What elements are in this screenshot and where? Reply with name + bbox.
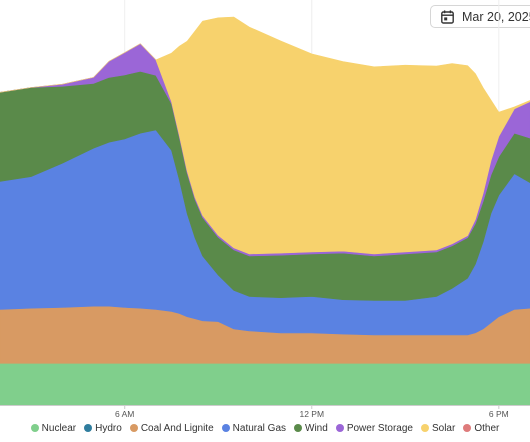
area-solar — [0, 16, 530, 255]
legend-item-solar[interactable]: Solar — [420, 422, 456, 434]
legend-swatch — [129, 424, 138, 432]
legend-label: Other — [474, 422, 500, 434]
x-tick-label: 6 AM — [115, 409, 134, 419]
legend-item-coal-and-lignite[interactable]: Coal And Lignite — [129, 422, 214, 434]
calendar-icon — [441, 9, 454, 24]
stacked-area-chart: 6 AM 12 PM 6 PM — [0, 0, 530, 419]
legend-item-nuclear[interactable]: Nuclear — [30, 422, 77, 434]
x-tick-label: 12 PM — [299, 409, 324, 419]
legend-item-hydro[interactable]: Hydro — [84, 423, 122, 434]
legend-label: Solar — [431, 422, 456, 434]
x-axis: 6 AM 12 PM 6 PM — [0, 405, 530, 419]
legend-label: Wind — [305, 422, 328, 434]
legend-label: Coal And Lignite — [140, 422, 214, 434]
date-picker-label: Mar 20, 2025 — [462, 9, 530, 24]
legend-swatch — [335, 424, 344, 432]
area-series — [0, 16, 530, 406]
x-tick-label: 6 PM — [489, 409, 509, 419]
legend-swatch — [294, 424, 303, 432]
legend-label: Nuclear — [41, 422, 77, 434]
legend-swatch — [30, 424, 39, 432]
legend-swatch — [420, 424, 429, 432]
legend-swatch — [221, 424, 230, 432]
legend-label: Power Storage — [346, 422, 413, 434]
legend-item-other[interactable]: Other — [463, 423, 499, 434]
legend-label: Hydro — [95, 422, 122, 434]
legend-swatch — [463, 424, 472, 432]
area-nuclear — [0, 363, 530, 406]
legend-item-power-storage[interactable]: Power Storage — [335, 422, 413, 434]
chart-legend: Nuclear Hydro Coal And Lignite Natural Gas W… — [0, 420, 530, 436]
legend-label: Natural Gas — [232, 422, 287, 434]
date-picker-button[interactable]: Mar 20, 2025 — [430, 5, 530, 28]
legend-item-natural-gas[interactable]: Natural Gas — [221, 422, 287, 434]
legend-swatch — [84, 424, 93, 432]
legend-item-wind[interactable]: Wind — [294, 423, 328, 434]
